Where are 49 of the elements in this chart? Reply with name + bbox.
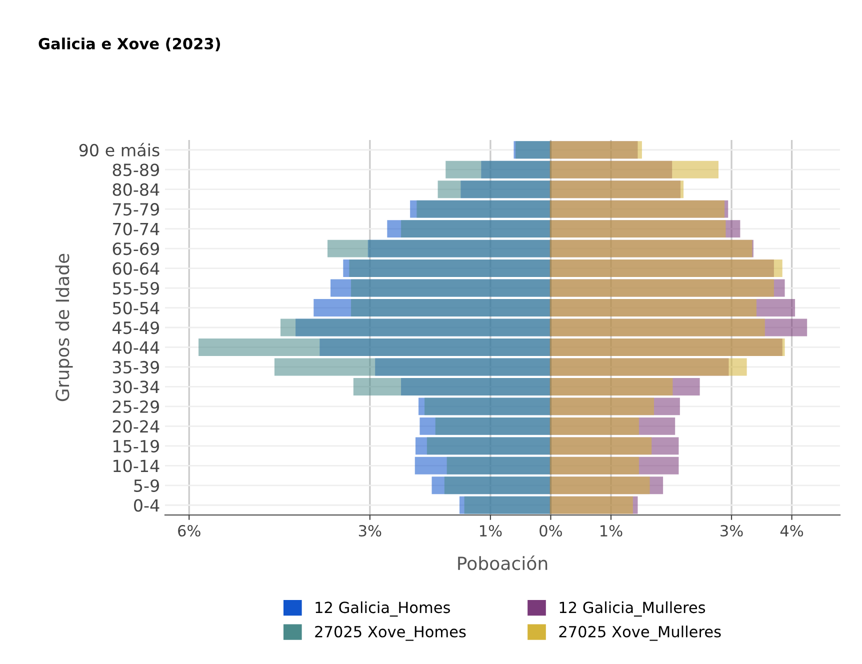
x-tick-label: 6% — [178, 524, 200, 537]
x-tick-label: 1% — [480, 524, 502, 537]
bar — [438, 180, 552, 198]
x-tick-label: 3% — [720, 524, 743, 537]
x-tick-label: 4% — [780, 524, 804, 537]
y-tick-label: 80-84 — [112, 183, 160, 196]
y-tick-label: 65-69 — [112, 242, 159, 256]
legend-label: 27025 Xove_Mulleres — [559, 626, 721, 641]
bar — [550, 417, 639, 435]
legend-label: 12 Galicia_Mulleres — [560, 601, 706, 617]
y-axis-title: Grupos de Idade — [55, 254, 73, 402]
bar — [550, 318, 765, 336]
y-tick-label: 10-14 — [114, 460, 160, 472]
y-tick-label: 40-44 — [112, 341, 160, 354]
y-tick-label: 35-39 — [112, 360, 159, 374]
x-tick-label: 1% — [600, 524, 622, 537]
y-tick-label: 15-19 — [114, 440, 159, 452]
y-tick-label: 20-24 — [112, 420, 160, 433]
y-tick-label: 90 e máis — [79, 142, 160, 156]
bar — [550, 378, 673, 396]
y-tick-label: 60-64 — [112, 262, 160, 275]
bar — [353, 378, 552, 396]
y-tick-label: 5-9 — [134, 479, 159, 492]
legend-label: 27025 Xove_Homes — [315, 626, 466, 641]
y-tick-label: 30-34 — [112, 380, 160, 394]
y-tick-label: 25-29 — [112, 400, 159, 414]
y-tick-label: 55-59 — [112, 282, 159, 295]
chart-title: Galicia e Xove (2023) — [38, 38, 220, 52]
x-tick-label: 3% — [358, 524, 382, 537]
bar — [550, 160, 718, 178]
bar — [550, 437, 652, 455]
bar — [350, 299, 552, 316]
y-tick-label: 70-74 — [113, 222, 160, 236]
y-tick-label: 50-54 — [112, 302, 160, 314]
y-tick-label: 75-79 — [113, 203, 159, 216]
bar — [198, 338, 552, 356]
x-axis-title: Poboación — [458, 555, 548, 570]
bar — [550, 398, 654, 416]
bar — [446, 456, 552, 474]
bar — [446, 160, 552, 178]
y-tick-label: 45-49 — [112, 321, 159, 334]
y-tick-label: 85-89 — [112, 164, 159, 176]
bar — [550, 456, 639, 474]
x-tick-label: 0% — [540, 524, 562, 537]
bar — [274, 358, 552, 376]
bar — [550, 299, 756, 316]
legend-label: 12 Galicia_Homes — [316, 601, 450, 617]
bar — [327, 240, 552, 258]
y-tick-label: 0-4 — [134, 499, 160, 512]
